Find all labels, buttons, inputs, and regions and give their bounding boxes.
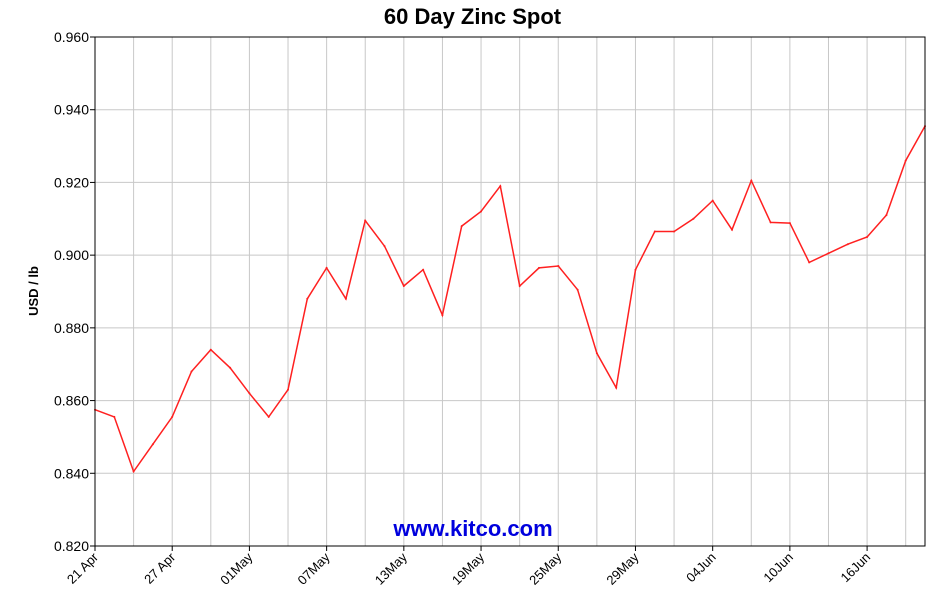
data-point xyxy=(576,288,579,291)
data-point xyxy=(402,285,405,287)
data-point xyxy=(692,217,695,220)
data-point xyxy=(229,366,232,369)
watermark-link[interactable]: www.kitco.com xyxy=(392,516,552,541)
data-point xyxy=(615,386,618,389)
y-tick-label: 0.840 xyxy=(54,465,89,481)
y-tick-label: 0.860 xyxy=(54,393,89,409)
y-tick-label: 0.880 xyxy=(54,320,89,336)
data-point xyxy=(171,415,174,418)
data-point xyxy=(248,392,251,395)
data-point xyxy=(209,348,212,351)
y-axis-ticks: 0.820 0.840 0.860 0.880 0.900 0.920 0.940 0.960 xyxy=(54,29,95,554)
data-point xyxy=(190,370,193,373)
data-point xyxy=(557,265,560,267)
data-point xyxy=(460,225,463,228)
data-point xyxy=(731,228,733,231)
data-point xyxy=(673,230,676,233)
data-point xyxy=(480,210,482,213)
x-tick-label: 01May xyxy=(217,549,256,588)
x-tick-label: 29May xyxy=(603,549,642,588)
x-tick-label: 04Jun xyxy=(683,550,719,586)
grid xyxy=(94,36,925,547)
data-point xyxy=(653,230,656,233)
y-tick-label: 0.900 xyxy=(54,247,89,263)
data-point xyxy=(595,352,598,355)
data-point xyxy=(132,470,135,473)
data-point xyxy=(827,252,830,255)
data-point xyxy=(634,268,637,271)
data-point xyxy=(422,268,425,271)
data-point xyxy=(344,297,347,300)
data-point xyxy=(711,199,714,202)
x-tick-label: 16Jun xyxy=(838,550,874,586)
data-point xyxy=(518,285,521,287)
y-tick-label: 0.820 xyxy=(54,538,89,554)
data-point xyxy=(538,266,540,269)
plot-frame xyxy=(94,36,926,547)
y-tick-label: 0.960 xyxy=(54,29,89,45)
data-point xyxy=(788,222,791,225)
data-point xyxy=(750,179,753,182)
data-point xyxy=(151,443,154,446)
data-point xyxy=(287,388,289,391)
x-tick-label: 19May xyxy=(449,549,488,588)
x-tick-label: 25May xyxy=(526,549,565,588)
x-tick-label: 10Jun xyxy=(760,550,796,586)
data-point xyxy=(499,185,502,188)
series-line-group xyxy=(94,125,926,474)
data-point xyxy=(364,219,367,222)
data-point xyxy=(267,415,270,418)
data-point xyxy=(325,266,328,269)
data-point xyxy=(769,221,772,224)
series-line xyxy=(94,125,926,474)
data-point xyxy=(904,159,907,162)
chart-title: 60 Day Zinc Spot xyxy=(383,4,562,29)
x-tick-label: 13May xyxy=(372,549,411,588)
x-tick-label: 07May xyxy=(295,549,334,588)
x-axis-ticks: 21 Apr 27 Apr 01May 07May 13May 19May 25May 29M… xyxy=(64,546,873,588)
data-point xyxy=(383,245,386,248)
y-tick-label: 0.920 xyxy=(54,174,89,190)
data-point xyxy=(306,297,309,300)
x-tick-label: 27 Apr xyxy=(141,549,179,587)
data-point xyxy=(808,261,811,264)
data-point xyxy=(846,243,849,246)
data-point xyxy=(113,415,116,418)
data-point xyxy=(441,314,444,317)
y-tick-label: 0.940 xyxy=(54,102,89,118)
y-axis-title: USD / lb xyxy=(26,266,41,316)
data-point xyxy=(885,214,888,217)
data-point xyxy=(866,236,869,238)
x-tick-label: 21 Apr xyxy=(64,549,102,587)
